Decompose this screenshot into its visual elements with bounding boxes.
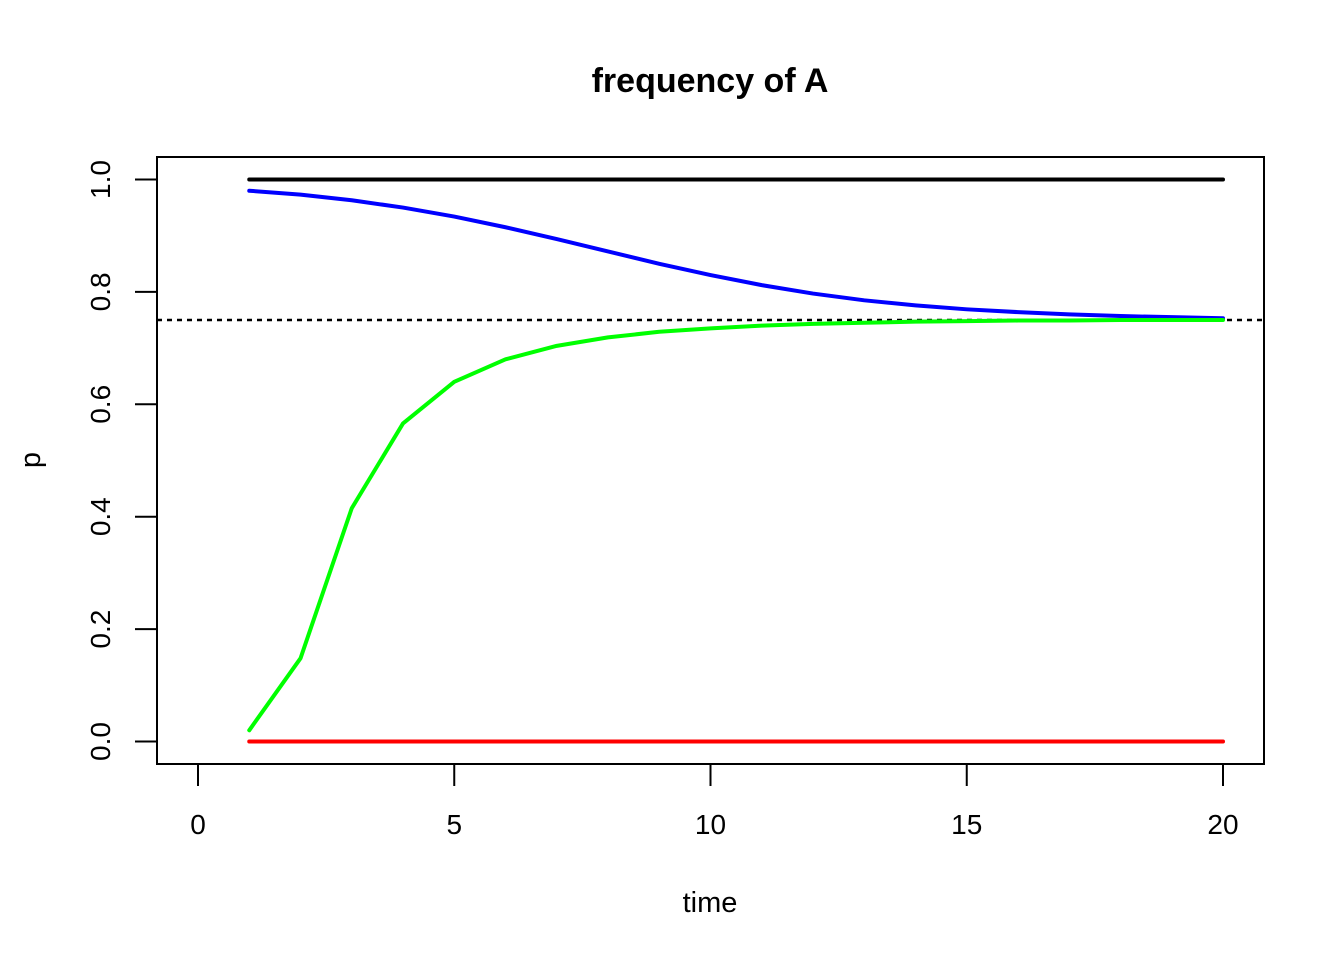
y-tick-label: 0.8 bbox=[85, 272, 116, 311]
y-tick-label: 1.0 bbox=[85, 160, 116, 199]
y-tick-label: 0.4 bbox=[85, 497, 116, 536]
x-axis: 0 5 10 15 20 bbox=[190, 763, 1239, 840]
y-tick-label: 0.0 bbox=[85, 722, 116, 761]
x-tick-label: 15 bbox=[951, 809, 982, 840]
y-tick-label: 0.6 bbox=[85, 385, 116, 424]
y-tick-label: 0.2 bbox=[85, 610, 116, 649]
y-axis-label: p bbox=[15, 452, 47, 468]
x-tick-label: 5 bbox=[446, 809, 462, 840]
chart-title: frequency of A bbox=[592, 62, 829, 100]
y-axis: 0.0 0.2 0.4 0.6 0.8 1.0 bbox=[85, 160, 158, 761]
series-line-1 bbox=[247, 188, 1225, 321]
series-line-2 bbox=[247, 317, 1225, 733]
x-tick-label: 20 bbox=[1207, 809, 1238, 840]
x-tick-label: 10 bbox=[695, 809, 726, 840]
plot-area bbox=[157, 177, 1264, 744]
x-tick-label: 0 bbox=[190, 809, 206, 840]
x-axis-label: time bbox=[683, 887, 738, 919]
plot-frame bbox=[156, 156, 1265, 765]
